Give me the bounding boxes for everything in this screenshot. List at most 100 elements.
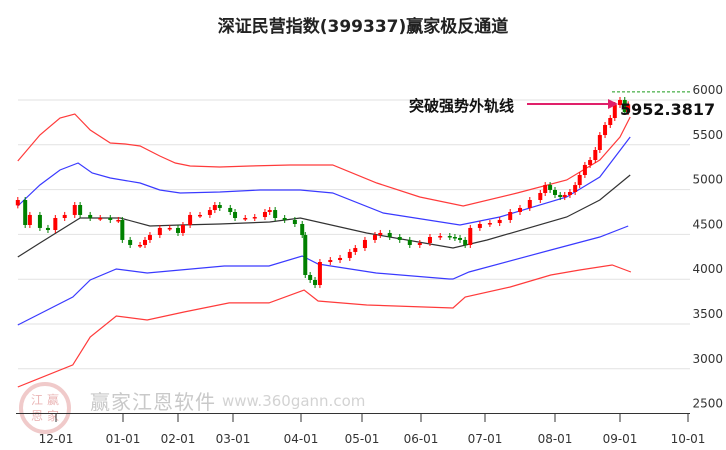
candle bbox=[252, 214, 257, 222]
candle bbox=[23, 196, 28, 228]
candle bbox=[497, 216, 502, 227]
candle bbox=[452, 233, 457, 241]
candle bbox=[157, 224, 162, 239]
candle-body bbox=[317, 261, 322, 286]
y-tick-label: 5500 bbox=[692, 128, 723, 142]
candle bbox=[593, 146, 598, 164]
candle bbox=[328, 257, 333, 265]
candle-body bbox=[252, 217, 257, 219]
candle bbox=[128, 236, 133, 248]
candle-body bbox=[608, 118, 613, 125]
candle-body bbox=[553, 189, 557, 195]
candle bbox=[353, 245, 358, 255]
candle-body bbox=[37, 214, 42, 228]
candle-body bbox=[27, 214, 32, 225]
candle bbox=[618, 97, 622, 109]
candle-body bbox=[338, 257, 343, 261]
candle-body bbox=[447, 236, 452, 238]
candle-body bbox=[458, 237, 463, 240]
watermark-url: www.360gann.com bbox=[222, 392, 366, 410]
candle-body bbox=[308, 274, 313, 281]
candle-body bbox=[267, 210, 272, 212]
candle-body bbox=[508, 212, 513, 220]
candle-body bbox=[626, 104, 631, 113]
x-tick-label: 09-01 bbox=[603, 432, 638, 446]
candle-body bbox=[588, 160, 593, 165]
candle bbox=[317, 258, 322, 289]
candle bbox=[88, 211, 93, 222]
candle bbox=[72, 202, 77, 218]
x-tick-label: 05-01 bbox=[345, 432, 380, 446]
candle-body bbox=[23, 199, 28, 225]
watermark-seal-icon bbox=[19, 382, 71, 434]
candle-body bbox=[262, 212, 267, 218]
candle-body bbox=[120, 219, 125, 240]
candle-body bbox=[62, 214, 67, 219]
candle-body bbox=[603, 124, 608, 136]
candle bbox=[45, 224, 50, 234]
candle bbox=[198, 211, 202, 218]
candle-body bbox=[573, 185, 578, 193]
candle-body bbox=[176, 227, 180, 233]
candle bbox=[243, 215, 248, 222]
candle bbox=[27, 211, 32, 228]
candle bbox=[37, 211, 42, 231]
candle bbox=[303, 232, 308, 278]
candle bbox=[508, 209, 513, 223]
band-line-inner-lower bbox=[17, 225, 629, 326]
candle-body bbox=[372, 235, 377, 240]
candle bbox=[567, 189, 572, 198]
watermark-seal-char: 家 bbox=[47, 408, 59, 423]
candle-body bbox=[128, 239, 133, 245]
candle-body bbox=[328, 260, 333, 262]
candle-body bbox=[15, 199, 20, 206]
candle bbox=[527, 196, 532, 211]
watermark-seal-char: 恩 bbox=[31, 409, 43, 423]
candle-body bbox=[157, 227, 162, 236]
candle bbox=[588, 157, 593, 168]
candle-body bbox=[78, 205, 83, 215]
candle-body bbox=[143, 239, 147, 245]
candle bbox=[577, 171, 582, 189]
band-line-middle bbox=[17, 174, 631, 258]
candle-body bbox=[497, 219, 502, 224]
candle-body bbox=[518, 207, 522, 212]
candle-body bbox=[198, 214, 202, 217]
candle bbox=[626, 101, 631, 116]
candle bbox=[108, 215, 113, 223]
candle-body bbox=[463, 239, 468, 245]
candle-body bbox=[558, 194, 563, 198]
candle-body bbox=[53, 218, 58, 231]
y-tick-label: 3500 bbox=[692, 307, 723, 321]
candle bbox=[313, 277, 318, 289]
candle bbox=[573, 182, 578, 196]
candle bbox=[176, 224, 180, 236]
candle bbox=[417, 240, 422, 248]
x-tick-label: 04-01 bbox=[284, 432, 319, 446]
candle-body bbox=[313, 280, 318, 286]
candle bbox=[518, 204, 522, 215]
candle-body bbox=[538, 193, 543, 200]
candle-body bbox=[273, 210, 278, 219]
candle bbox=[267, 207, 272, 215]
candle-body bbox=[138, 244, 143, 247]
candle-body bbox=[597, 135, 602, 150]
y-tick-label: 6000 bbox=[692, 83, 723, 97]
candle bbox=[15, 196, 20, 209]
candle-body bbox=[562, 194, 567, 198]
candle-body bbox=[243, 218, 248, 220]
y-tick-label: 4500 bbox=[692, 217, 723, 231]
candle bbox=[487, 220, 492, 228]
candle-body bbox=[378, 232, 383, 236]
band-line-inner-upper bbox=[17, 136, 631, 226]
y-tick-label: 4000 bbox=[692, 262, 723, 276]
candle-body bbox=[233, 212, 238, 219]
candle-body bbox=[397, 236, 402, 240]
x-tick-label: 08-01 bbox=[538, 432, 573, 446]
candle bbox=[603, 121, 608, 139]
candle bbox=[217, 202, 222, 211]
candle-body bbox=[622, 100, 627, 113]
candle-body bbox=[543, 185, 548, 194]
candle-body bbox=[548, 185, 553, 190]
candle bbox=[167, 224, 172, 231]
